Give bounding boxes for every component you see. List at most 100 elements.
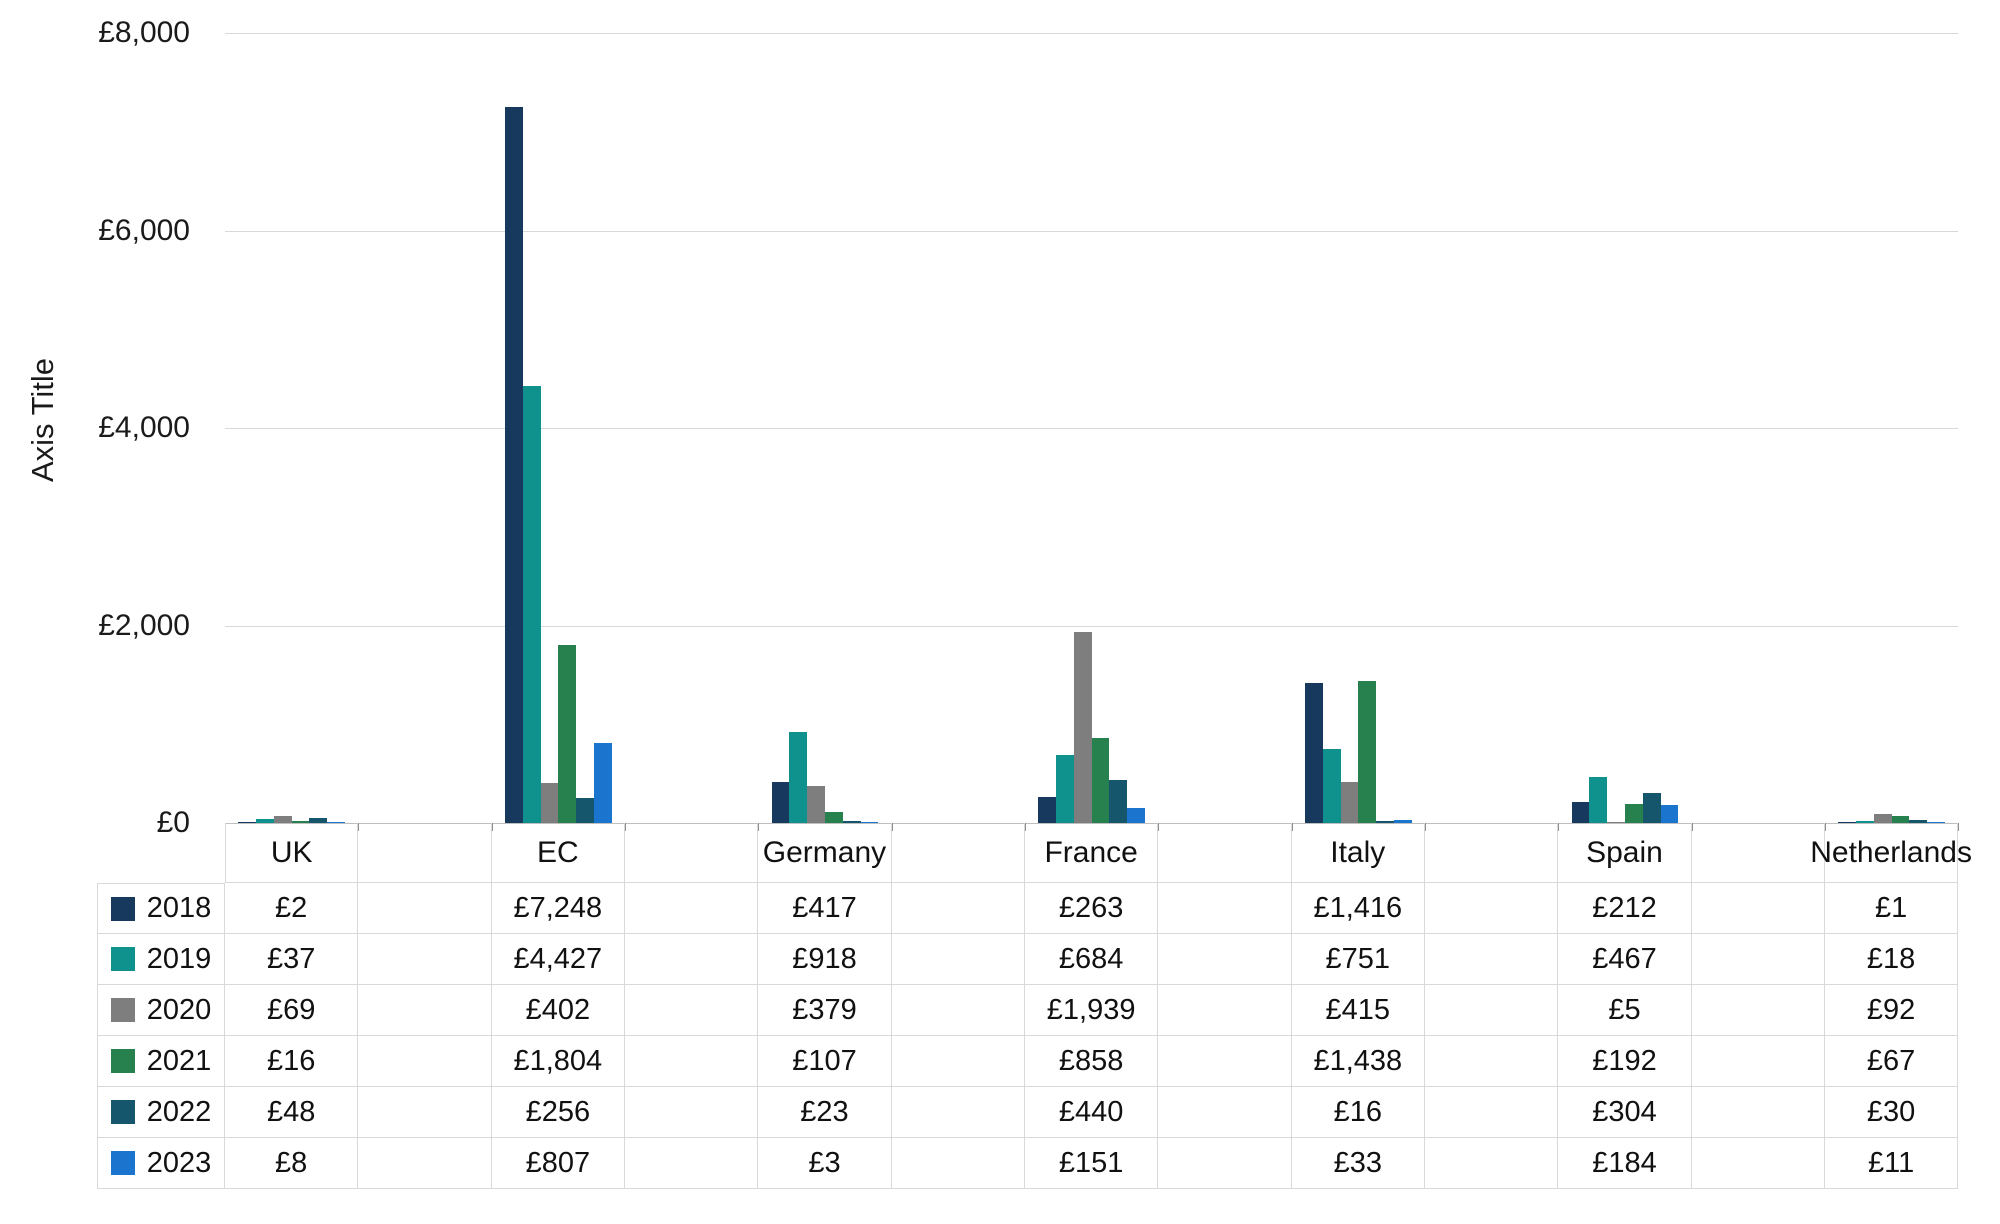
- legend-swatch-icon: [110, 1100, 135, 1124]
- x-axis-tick-mark: [1024, 823, 1026, 831]
- x-axis-tick-mark: [1158, 823, 1160, 831]
- bar-2023-UK: [327, 822, 345, 823]
- bar-2020-Netherlands: [1873, 813, 1892, 823]
- bar-2023-Spain: [1660, 804, 1679, 823]
- value-cell: £37: [225, 934, 359, 985]
- value-cell: £1,416: [1291, 883, 1425, 934]
- spacer-cell: [358, 1087, 492, 1138]
- bar-2018-France: [1038, 797, 1057, 823]
- value-cell: £402: [491, 985, 625, 1036]
- legend-year-label: 2023: [146, 1146, 212, 1179]
- bar-2019-Netherlands: [1856, 821, 1874, 823]
- value-cell: £417: [758, 883, 892, 934]
- value-cell: £918: [758, 934, 892, 985]
- category-header-cell: Germany: [758, 823, 892, 883]
- value-cell: £1: [1824, 883, 1959, 934]
- legend-cell: 2021: [97, 1036, 225, 1087]
- value-cell: £7,248: [491, 883, 625, 934]
- spacer-cell: [1691, 1138, 1825, 1189]
- legend-swatch-icon: [110, 1049, 135, 1073]
- legend-cell: 2019: [97, 934, 225, 985]
- legend-year-label: 2019: [146, 942, 212, 975]
- legend-cell: 2020: [97, 985, 225, 1036]
- legend-year-label: 2022: [146, 1095, 212, 1128]
- y-axis-tick-label: £2,000: [98, 608, 190, 642]
- gridline: [225, 428, 1959, 429]
- y-axis-tick-label: £0: [156, 806, 190, 839]
- spacer-cell: [358, 985, 492, 1036]
- bar-2021-EC: [558, 644, 577, 823]
- spacer-cell: [1691, 1087, 1825, 1138]
- bar-2018-EC: [504, 107, 523, 823]
- legend-year-label: 2021: [146, 1044, 212, 1077]
- spacer-cell: [1691, 1036, 1825, 1087]
- bar-2018-Germany: [771, 781, 790, 823]
- value-cell: £8: [225, 1138, 359, 1189]
- spacer-cell: [1691, 934, 1825, 985]
- value-cell: £11: [1824, 1138, 1959, 1189]
- spacer-header-cell: [891, 823, 1025, 883]
- bar-2022-Germany: [842, 820, 861, 823]
- legend-swatch-icon: [110, 1151, 135, 1175]
- spacer-cell: [358, 934, 492, 985]
- spacer-cell: [891, 1036, 1025, 1087]
- bar-2020-Germany: [807, 785, 825, 823]
- spacer-cell: [891, 985, 1025, 1036]
- value-cell: £92: [1824, 985, 1959, 1036]
- spacer-cell: [1424, 934, 1559, 985]
- bar-2019-Spain: [1589, 776, 1608, 823]
- spacer-cell: [1424, 883, 1559, 934]
- value-cell: £256: [491, 1087, 625, 1138]
- legend-year-label: 2018: [146, 892, 212, 924]
- bar-2023-Netherlands: [1927, 821, 1945, 823]
- bar-2018-Spain: [1571, 802, 1590, 823]
- value-cell: £16: [1291, 1087, 1425, 1138]
- x-axis-tick-mark: [624, 823, 626, 831]
- bar-2018-Netherlands: [1838, 822, 1857, 823]
- bar-2019-UK: [256, 819, 274, 823]
- x-axis-line: [225, 823, 1959, 824]
- spacer-cell: [1691, 985, 1825, 1036]
- value-cell: £48: [225, 1087, 359, 1138]
- x-axis-tick-mark: [1958, 823, 1960, 831]
- legend-cell: 2018: [97, 883, 225, 934]
- bar-2021-Germany: [824, 812, 843, 823]
- value-cell: £415: [1291, 985, 1425, 1036]
- bar-2020-France: [1073, 631, 1092, 823]
- value-cell: £1,438: [1291, 1036, 1425, 1087]
- value-cell: £2: [225, 883, 359, 934]
- value-cell: £440: [1024, 1087, 1159, 1138]
- value-cell: £18: [1824, 934, 1959, 985]
- x-axis-tick-mark: [891, 823, 893, 831]
- category-header-cell: EC: [491, 823, 625, 883]
- value-cell: £184: [1558, 1138, 1692, 1189]
- spacer-cell: [891, 934, 1025, 985]
- spacer-header-cell: [1158, 823, 1292, 883]
- bar-2023-Italy: [1393, 819, 1412, 823]
- value-cell: £263: [1024, 883, 1159, 934]
- bar-2018-Italy: [1304, 683, 1323, 823]
- spacer-cell: [1424, 985, 1559, 1036]
- bar-2022-Italy: [1376, 821, 1394, 823]
- bar-2023-EC: [593, 743, 612, 823]
- bar-2022-Netherlands: [1909, 820, 1928, 823]
- spacer-cell: [1158, 1036, 1292, 1087]
- bar-2020-UK: [273, 816, 292, 823]
- value-cell: £30: [1824, 1087, 1959, 1138]
- data-table: UK EC Germany France Italy Spain Netherlands 20…: [97, 823, 1972, 1189]
- value-cell: £192: [1558, 1036, 1692, 1087]
- value-cell: £16: [225, 1036, 359, 1087]
- spacer-cell: [358, 883, 492, 934]
- x-axis-tick-mark: [358, 823, 360, 831]
- value-cell: £807: [491, 1138, 625, 1189]
- category-header-cell: Italy: [1291, 823, 1425, 883]
- value-cell: £23: [758, 1087, 892, 1138]
- value-cell: £4,427: [491, 934, 625, 985]
- x-axis-tick-mark: [1691, 823, 1693, 831]
- value-cell: £1,804: [491, 1036, 625, 1087]
- legend-swatch-icon: [110, 896, 135, 921]
- spacer-cell: [891, 1138, 1025, 1189]
- spacer-cell: [1424, 1138, 1559, 1189]
- category-header-cell: Spain: [1558, 823, 1692, 883]
